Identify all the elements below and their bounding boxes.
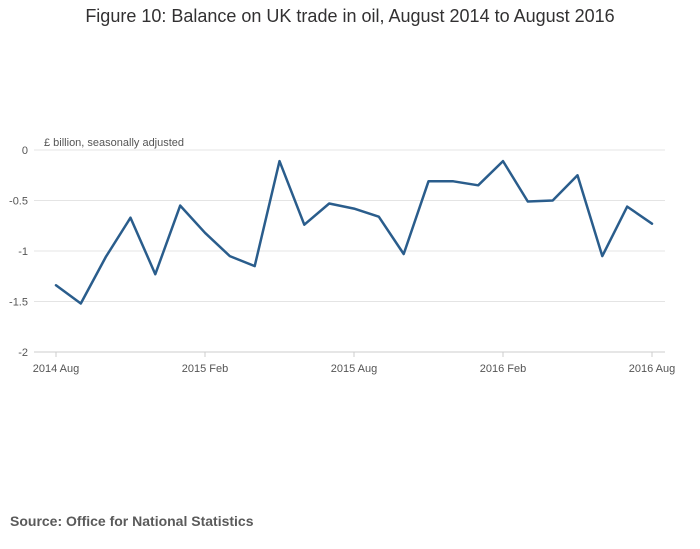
x-tick-labels: 2014 Aug 2015 Feb 2015 Aug 2016 Feb 2016 Aug xyxy=(33,363,676,375)
y-tick-labels: 0 -0.5 -1 -1.5 -2 xyxy=(9,145,28,359)
y-tick-label: -2 xyxy=(18,347,28,359)
data-point xyxy=(475,182,481,188)
data-point xyxy=(177,203,183,209)
data-point xyxy=(78,301,84,307)
axes xyxy=(34,351,665,357)
data-point xyxy=(376,214,382,220)
data-point xyxy=(227,253,233,259)
data-point xyxy=(649,221,655,227)
data-point xyxy=(326,201,332,207)
data-point xyxy=(128,215,134,221)
chart-title: Figure 10: Balance on UK trade in oil, A… xyxy=(85,6,615,26)
data-point xyxy=(550,198,556,204)
y-tick-label: 0 xyxy=(22,145,28,157)
x-tick-label: 2016 Aug xyxy=(629,363,676,375)
data-point xyxy=(103,254,109,260)
x-tick-label: 2014 Aug xyxy=(33,363,80,375)
y-axis-label: £ billion, seasonally adjusted xyxy=(44,137,184,149)
y-tick-label: -0.5 xyxy=(9,196,28,208)
data-point xyxy=(351,206,357,212)
x-tick-label: 2015 Feb xyxy=(182,363,228,375)
data-point xyxy=(152,271,158,277)
data-point xyxy=(624,204,630,210)
data-point xyxy=(277,158,283,164)
data-point xyxy=(53,282,59,288)
data-point xyxy=(301,222,307,228)
y-tick-label: -1.5 xyxy=(9,297,28,309)
data-point xyxy=(575,172,581,178)
y-tick-label: -1 xyxy=(18,246,28,258)
series xyxy=(53,158,655,307)
data-point xyxy=(599,253,605,259)
data-point xyxy=(252,263,258,269)
data-point xyxy=(450,178,456,184)
x-tick-label: 2016 Feb xyxy=(480,363,526,375)
data-point xyxy=(525,199,531,205)
data-point xyxy=(401,251,407,257)
data-point xyxy=(202,230,208,236)
data-point xyxy=(426,178,432,184)
source-note: Source: Office for National Statistics xyxy=(10,513,254,529)
grid-lines xyxy=(34,149,665,302)
x-tick-label: 2015 Aug xyxy=(331,363,378,375)
series-line xyxy=(54,159,654,305)
data-point xyxy=(500,158,506,164)
